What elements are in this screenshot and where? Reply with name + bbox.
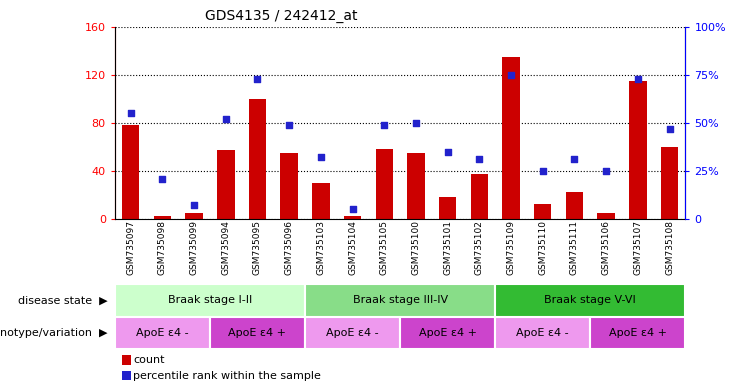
Bar [471, 174, 488, 219]
Point [379, 122, 391, 128]
Bar [305, 284, 495, 317]
Bar [400, 317, 495, 349]
Text: ApoE ε4 -: ApoE ε4 - [516, 328, 569, 338]
Text: ApoE ε4 -: ApoE ε4 - [136, 328, 189, 338]
Point [220, 116, 232, 122]
Text: ApoE ε4 +: ApoE ε4 + [228, 328, 287, 338]
Text: ApoE ε4 +: ApoE ε4 + [419, 328, 476, 338]
Bar [210, 317, 305, 349]
Bar [495, 284, 685, 317]
Bar [534, 205, 551, 219]
Bar [185, 213, 203, 219]
Point [156, 175, 168, 182]
Point [600, 168, 612, 174]
Bar [305, 317, 400, 349]
Bar [122, 125, 139, 219]
Point [536, 168, 548, 174]
Bar [344, 217, 362, 219]
Text: Braak stage III-IV: Braak stage III-IV [353, 295, 448, 306]
Text: ApoE ε4 +: ApoE ε4 + [609, 328, 667, 338]
Point [315, 154, 327, 161]
Point [505, 72, 517, 78]
Point [568, 156, 580, 162]
Bar [249, 99, 266, 219]
Point [632, 76, 644, 82]
Bar [376, 149, 393, 219]
Text: GDS4135 / 242412_at: GDS4135 / 242412_at [205, 9, 358, 23]
Bar [115, 284, 305, 317]
Bar [439, 197, 456, 219]
Bar [115, 317, 210, 349]
Point [664, 126, 676, 132]
Bar [661, 147, 678, 219]
Point [283, 122, 295, 128]
Bar [629, 81, 647, 219]
Text: Braak stage V-VI: Braak stage V-VI [545, 295, 637, 306]
Bar [495, 317, 591, 349]
Text: count: count [133, 355, 165, 365]
Point [442, 149, 453, 155]
Bar [153, 217, 171, 219]
Text: percentile rank within the sample: percentile rank within the sample [133, 371, 322, 381]
Point [473, 156, 485, 162]
Text: Braak stage I-II: Braak stage I-II [167, 295, 252, 306]
Point [124, 110, 136, 116]
Point [347, 206, 359, 212]
Text: genotype/variation  ▶: genotype/variation ▶ [0, 328, 107, 338]
Bar [502, 57, 519, 219]
Bar [566, 192, 583, 219]
Bar [591, 317, 685, 349]
Bar [312, 183, 330, 219]
Bar [217, 151, 234, 219]
Bar [281, 153, 298, 219]
Bar [408, 153, 425, 219]
Text: ApoE ε4 -: ApoE ε4 - [326, 328, 379, 338]
Text: disease state  ▶: disease state ▶ [18, 295, 107, 306]
Point [410, 120, 422, 126]
Point [188, 202, 200, 209]
Bar [597, 213, 615, 219]
Point [251, 76, 264, 82]
